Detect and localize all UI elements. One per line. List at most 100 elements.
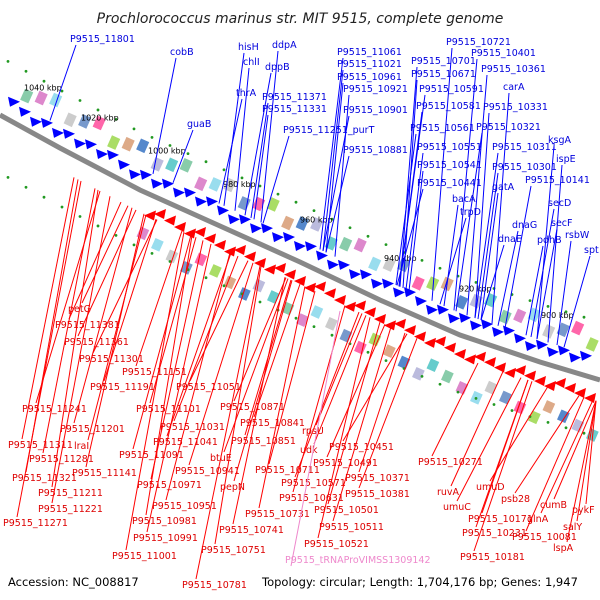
plus-strand-gene-leader-line	[480, 192, 499, 321]
accession-text: Accession: NC_008817	[8, 575, 139, 589]
minus-strand-arrow	[264, 264, 276, 275]
minus-strand-arrow	[384, 320, 396, 331]
trna-gene-leader-line	[290, 310, 341, 567]
feature-tile	[209, 264, 222, 278]
minus-strand-arrow	[304, 282, 316, 293]
plus-strand-gene-label: P9515_10301	[492, 162, 557, 173]
minus-strand-gene-label: P9515_10991	[133, 533, 198, 544]
plus-strand-arrow	[525, 340, 537, 351]
minus-strand-gene-label: P9515_11281	[29, 454, 94, 465]
feature-tile	[397, 257, 411, 273]
minus-strand-gene-leader-line	[540, 399, 594, 514]
minus-strand-gene-leader-line	[166, 252, 232, 437]
feature-tile	[63, 112, 77, 128]
feature-tile	[368, 256, 382, 272]
track-marker	[96, 108, 100, 112]
feature-tile	[92, 115, 106, 131]
plus-strand-arrow	[107, 149, 119, 160]
plus-strand-arrow	[558, 345, 570, 356]
plus-strand-gene-label: P9515_11331	[262, 104, 327, 115]
plus-strand-gene-leader-line	[262, 135, 290, 224]
plus-strand-gene-label: carA	[503, 82, 525, 93]
minus-strand-arrow	[414, 331, 426, 342]
plus-strand-arrow	[41, 117, 53, 128]
plus-strand-arrow	[184, 187, 196, 198]
feature-tile	[194, 252, 208, 267]
track-marker	[546, 305, 550, 308]
plus-strand-arrow	[294, 241, 306, 251]
minus-strand-gene-label: P9515_10081	[512, 532, 577, 543]
plus-strand-gene-label: P9515_10311	[492, 142, 557, 153]
minus-strand-gene-label: P9515_10871	[220, 402, 285, 413]
minus-strand-gene-label: umuC	[443, 502, 471, 513]
track-marker	[474, 397, 478, 400]
minus-strand-gene-label: P9515_11311	[8, 440, 73, 451]
plus-strand-arrow	[217, 205, 229, 216]
track-marker	[78, 215, 82, 218]
minus-strand-gene-label: P9515_11201	[60, 424, 125, 435]
track-marker	[60, 89, 64, 93]
feature-tile	[339, 328, 353, 343]
feature-tile	[383, 344, 396, 358]
plus-strand-arrow	[404, 287, 416, 298]
plus-strand-gene-leader-line	[536, 228, 558, 340]
plus-strand-gene-leader-line	[172, 129, 194, 184]
minus-strand-arrow	[364, 307, 376, 318]
minus-strand-gene-leader-line	[553, 400, 597, 500]
feature-tile	[310, 305, 324, 319]
plus-strand-gene-leader-line	[399, 66, 418, 287]
plus-strand-gene-leader-line	[530, 208, 555, 338]
track-marker	[276, 192, 280, 196]
feature-tile	[382, 257, 396, 272]
plus-strand-arrow	[547, 346, 559, 357]
plus-strand-arrow	[448, 313, 460, 324]
plus-strand-gene-leader-line	[453, 58, 478, 311]
minus-strand-gene-label: P9515_10451	[329, 442, 394, 453]
plus-strand-gene-label: P9515_11021	[337, 59, 402, 70]
track-marker	[384, 359, 388, 363]
gene-labels: 1040 kbp 1020 kbp 1000 kbp 980 kbp 960 kbp 94…	[3, 34, 599, 591]
feature-tile	[237, 196, 251, 211]
minus-strand-gene-leader-line	[195, 265, 261, 580]
minus-strand-gene-leader-line	[81, 205, 129, 304]
minus-strand-gene-leader-line	[489, 386, 549, 482]
track-marker	[6, 60, 10, 63]
track-marker	[294, 200, 298, 204]
track-marker	[204, 160, 208, 164]
minus-strand-gene-label: P9515_11361	[64, 337, 129, 348]
minus-strand-gene-leader-line	[146, 243, 212, 533]
plus-strand-gene-label: P9515_10401	[471, 48, 536, 59]
plus-strand-arrow	[536, 339, 548, 350]
plus-strand-gene-leader-line	[334, 94, 350, 257]
feature-tile	[208, 177, 222, 192]
minus-strand-gene-label: pepN	[220, 482, 245, 493]
plus-strand-gene-label: cobB	[170, 47, 194, 58]
minus-strand-arrow	[334, 295, 346, 305]
plus-strand-gene-leader-line	[398, 111, 423, 287]
minus-strand-gene-label: P9515_10851	[231, 436, 296, 447]
plus-strand-gene-leader-line	[497, 230, 519, 326]
plus-strand-gene-label: P9515_11801	[70, 34, 135, 45]
track-marker	[294, 316, 298, 320]
minus-strand-arrow	[524, 370, 536, 381]
plus-strand-gene-leader-line	[563, 255, 591, 348]
plus-strand-gene-label: P9515_10671	[411, 69, 476, 80]
plus-strand-gene-leader-line	[325, 82, 344, 253]
minus-strand-gene-leader-line	[315, 313, 363, 426]
minus-strand-arrow	[374, 314, 386, 324]
plus-strand-gene-leader-line	[443, 204, 459, 307]
plus-strand-arrow	[52, 127, 64, 138]
minus-strand-gene-leader-line	[313, 315, 367, 445]
kbp-marker-label: 900 kbp	[541, 311, 574, 320]
minus-strand-arrow	[484, 357, 496, 368]
minus-strand-gene-leader-line	[173, 255, 239, 422]
plus-strand-gene-leader-line	[223, 52, 245, 206]
minus-strand-gene-leader-line	[317, 317, 371, 539]
minus-strand-arrow	[284, 269, 296, 280]
minus-strand-arrow	[184, 228, 196, 239]
plus-strand-arrow	[261, 223, 273, 234]
plus-strand-gene-label: thrA	[236, 88, 257, 99]
minus-strand-gene-label: P9515_10371	[345, 473, 410, 484]
plus-strand-gene-label: P9515_10361	[481, 64, 546, 75]
minus-strand-gene-leader-line	[189, 260, 249, 382]
